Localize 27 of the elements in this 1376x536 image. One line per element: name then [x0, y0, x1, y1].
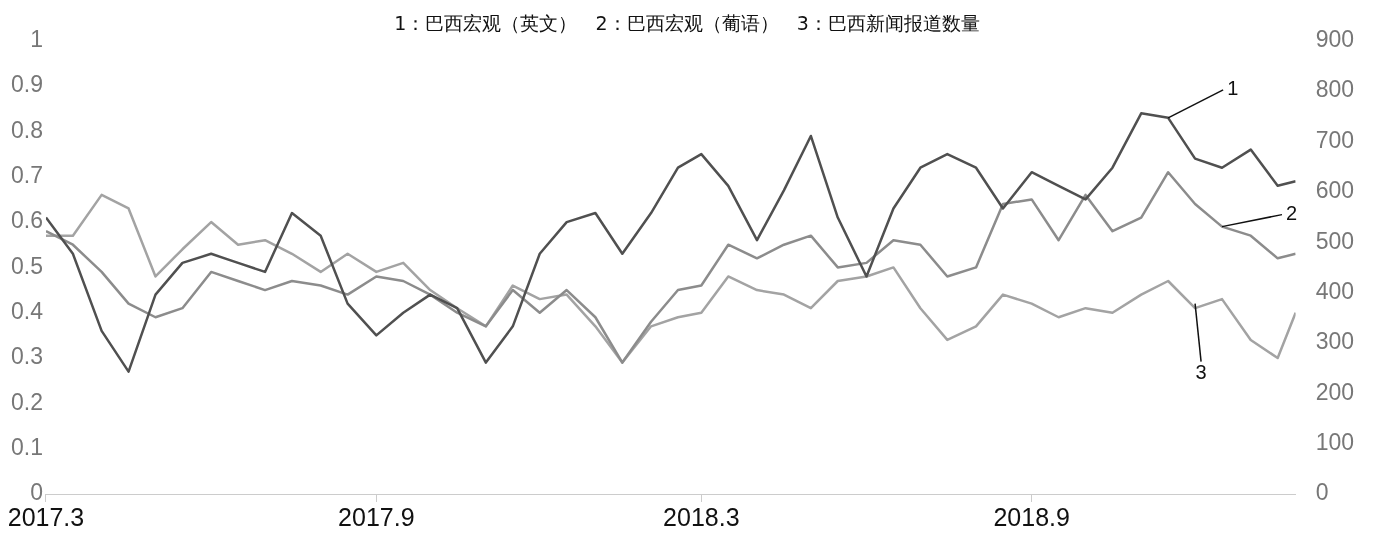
x-tick-label: 2018.3 [663, 502, 740, 531]
y2-tick-label: 300 [1315, 328, 1354, 355]
y2-tick-label: 0 [1315, 479, 1329, 506]
x-tick-label: 2018.9 [993, 502, 1070, 531]
y2-tick-label: 600 [1315, 177, 1354, 204]
y-tick-label: 0.4 [10, 298, 44, 325]
chart-title: 1：巴西宏观（英文） 2：巴西宏观（葡语） 3：巴西新闻报道数量 [394, 12, 980, 35]
x-tick-label: 2017.9 [338, 502, 415, 531]
y-tick-label: 0.5 [10, 252, 43, 279]
y2-tick-label: 900 [1315, 26, 1354, 53]
y2-tick-label: 100 [1315, 428, 1354, 455]
y2-tick-label: 500 [1315, 227, 1354, 254]
annotation: 1 [1227, 77, 1239, 100]
y-tick-label: 0.3 [10, 343, 43, 370]
y2-tick-label: 700 [1315, 126, 1354, 153]
y-tick-label: 1 [30, 26, 43, 53]
y2-tick-label: 200 [1315, 378, 1354, 405]
y-tick-label: 0.1 [10, 434, 43, 461]
y-tick-label: 0.6 [10, 207, 43, 234]
y-tick-label: 0.9 [10, 71, 43, 98]
annotation: 3 [1195, 361, 1207, 384]
y2-tick-label: 800 [1315, 76, 1354, 103]
y-tick-label: 0.2 [10, 388, 43, 415]
annotation: 2 [1286, 202, 1298, 225]
y-tick-label: 0.8 [10, 116, 43, 143]
y2-tick-label: 400 [1315, 277, 1354, 304]
y-tick-label: 0.7 [10, 162, 43, 189]
